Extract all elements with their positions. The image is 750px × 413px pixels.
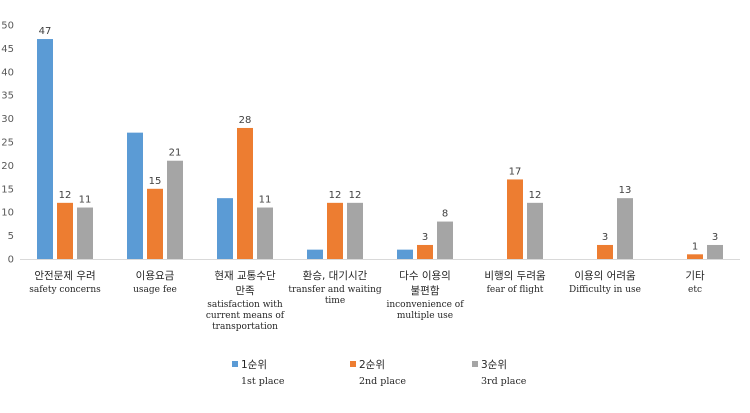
y-tick-label: 35 — [1, 91, 14, 102]
bar — [147, 188, 163, 259]
data-label: 12 — [349, 190, 362, 201]
legend-swatch — [350, 361, 356, 367]
category-label-en: transfer and waiting — [288, 285, 382, 295]
bar — [597, 244, 613, 259]
bar — [167, 160, 183, 259]
category-label-en: current means of — [206, 311, 285, 321]
y-tick-label: 5 — [8, 231, 14, 242]
data-label: 11 — [79, 195, 92, 206]
bar — [237, 127, 253, 260]
legend-swatch — [232, 361, 238, 367]
data-label: 8 — [442, 209, 448, 220]
data-label: 3 — [602, 232, 608, 243]
y-tick-label: 15 — [1, 184, 14, 195]
y-tick-label: 40 — [1, 67, 14, 78]
data-label: 12 — [59, 190, 72, 201]
bar — [687, 254, 703, 259]
legend-label-en: 1st place — [241, 376, 285, 387]
category-label-ko: 환승, 대기시간 — [303, 270, 368, 282]
bar — [327, 202, 343, 259]
category-label-ko: 이용요금 — [136, 270, 175, 282]
data-label: 3 — [712, 232, 718, 243]
category-label-ko: 이용의 어려움 — [574, 270, 636, 282]
legend-swatch — [472, 361, 478, 367]
y-tick-label: 50 — [1, 21, 14, 32]
bars — [37, 39, 723, 260]
bar — [257, 207, 273, 259]
category-label-ko: 만족 — [235, 285, 255, 297]
category-label-ko: 불편함 — [411, 284, 440, 297]
y-tick-label: 45 — [1, 44, 14, 55]
y-tick-label: 25 — [1, 138, 14, 149]
data-label: 3 — [422, 232, 428, 243]
category-label-en: time — [325, 296, 345, 306]
category-label-en: safety concerns — [29, 285, 101, 295]
y-tick-label: 10 — [1, 208, 14, 219]
y-tick-label: 0 — [8, 255, 14, 266]
category-label-en: multiple use — [397, 311, 453, 321]
data-label: 1 — [692, 241, 698, 252]
data-label: 15 — [149, 176, 162, 187]
bar — [307, 249, 323, 259]
bar — [347, 202, 363, 259]
category-label-ko: 안전문제 우려 — [34, 270, 95, 282]
bar — [57, 202, 73, 259]
y-axis-ticks: 0 5 10 15 20 25 30 35 40 45 50 — [1, 21, 14, 266]
bar — [617, 198, 633, 259]
bar — [707, 244, 723, 259]
bar — [417, 244, 433, 259]
category-label-ko: 다수 이용의 — [399, 270, 451, 282]
bar — [527, 202, 543, 259]
bar — [507, 179, 523, 259]
category-label-ko: 현재 교통수단 — [214, 270, 276, 282]
category-label-en: fear of flight — [487, 285, 544, 295]
data-label: 21 — [169, 148, 182, 159]
legend-label-ko: 1순위 — [241, 358, 267, 371]
bar — [397, 249, 413, 259]
legend-label-ko: 3순위 — [481, 358, 507, 371]
y-tick-label: 20 — [1, 161, 14, 172]
data-label: 11 — [259, 195, 272, 206]
bar — [217, 198, 233, 259]
legend: 1순위 1st place 2순위 2nd place 3순위 3rd place — [232, 358, 527, 387]
category-label-ko: 기타 — [685, 270, 705, 282]
category-label-en: Difficulty in use — [569, 285, 641, 295]
legend-label-en: 3rd place — [481, 376, 527, 387]
category-label-ko: 비행의 두려움 — [484, 270, 546, 282]
bar — [437, 221, 453, 259]
data-label: 12 — [529, 190, 542, 201]
legend-label-ko: 2순위 — [359, 358, 385, 371]
category-label-en: satisfaction with — [207, 300, 283, 310]
bar — [127, 132, 143, 259]
bar — [37, 39, 53, 259]
category-label-en: transportation — [212, 322, 278, 332]
category-label-en: inconvenience of — [386, 300, 464, 310]
category-label-en: etc — [688, 285, 702, 295]
category-label-en: usage fee — [133, 285, 177, 295]
data-label: 13 — [619, 185, 632, 196]
data-label: 12 — [329, 190, 342, 201]
category-labels: 안전문제 우려 safety concerns 이용요금 usage fee 현재 교통… — [29, 270, 705, 332]
y-tick-label: 30 — [1, 114, 14, 125]
data-label: 17 — [509, 166, 522, 177]
data-label: 28 — [239, 115, 252, 126]
bar — [77, 207, 93, 259]
legend-label-en: 2nd place — [359, 376, 406, 387]
data-label: 47 — [39, 26, 52, 37]
